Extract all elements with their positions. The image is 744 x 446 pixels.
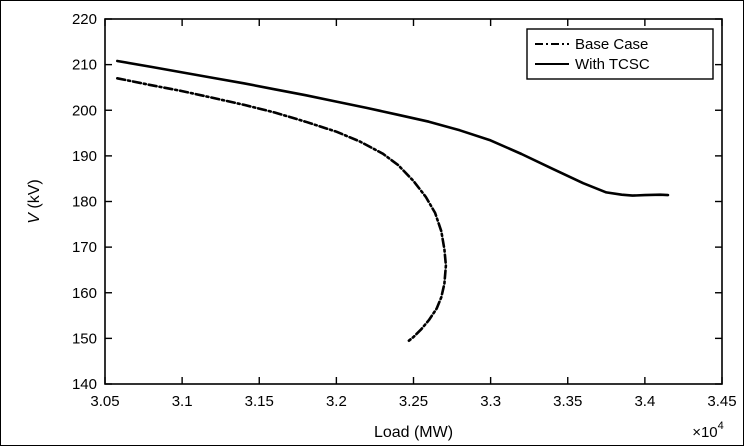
- y-tick-label: 220: [72, 11, 97, 28]
- y-axis-label: V (kV): [26, 179, 43, 223]
- x-axis-multiplier-base: ×10: [692, 424, 717, 441]
- x-tick-label: 3.4: [634, 393, 655, 410]
- y-tick-label: 210: [72, 57, 97, 74]
- series-line-base-case: [116, 77, 448, 343]
- y-tick-label: 200: [72, 102, 97, 119]
- legend: Base Case With TCSC: [526, 28, 714, 80]
- x-tick-label: 3.1: [172, 393, 193, 410]
- x-tick-label: 3.45: [707, 393, 736, 410]
- x-axis-multiplier: ×104: [692, 420, 724, 441]
- x-tick-label: 3.3: [480, 393, 501, 410]
- x-tick-label: 3.25: [399, 393, 428, 410]
- axis-ticks: 3.05 3.1 3.15 3.2 3.25 3.3 3.35 3.4 3.45 140 150 16…: [72, 11, 737, 410]
- y-tick-label: 170: [72, 239, 97, 256]
- legend-box: [526, 28, 714, 80]
- series-line-with-tcsc: [116, 59, 670, 197]
- y-tick-label: 190: [72, 148, 97, 165]
- series-layer: [116, 59, 670, 343]
- x-axis-multiplier-exponent: 4: [718, 420, 724, 432]
- y-tick-label: 180: [72, 194, 97, 211]
- x-axis-label: Load (MW): [374, 424, 453, 441]
- y-tick-label: 140: [72, 376, 97, 393]
- x-tick-label: 3.15: [245, 393, 274, 410]
- y-axis-label-unit: (kV): [26, 179, 43, 213]
- x-tick-label: 3.35: [553, 393, 582, 410]
- x-tick-label: 3.2: [326, 393, 347, 410]
- legend-label: Base Case: [575, 36, 648, 53]
- y-tick-label: 160: [72, 285, 97, 302]
- x-tick-label: 3.05: [90, 393, 119, 410]
- axis-labels: Load (MW) V (kV) ×104: [26, 179, 724, 441]
- legend-label: With TCSC: [575, 56, 650, 73]
- y-tick-label: 150: [72, 330, 97, 347]
- y-axis-label-symbol: V: [26, 212, 43, 224]
